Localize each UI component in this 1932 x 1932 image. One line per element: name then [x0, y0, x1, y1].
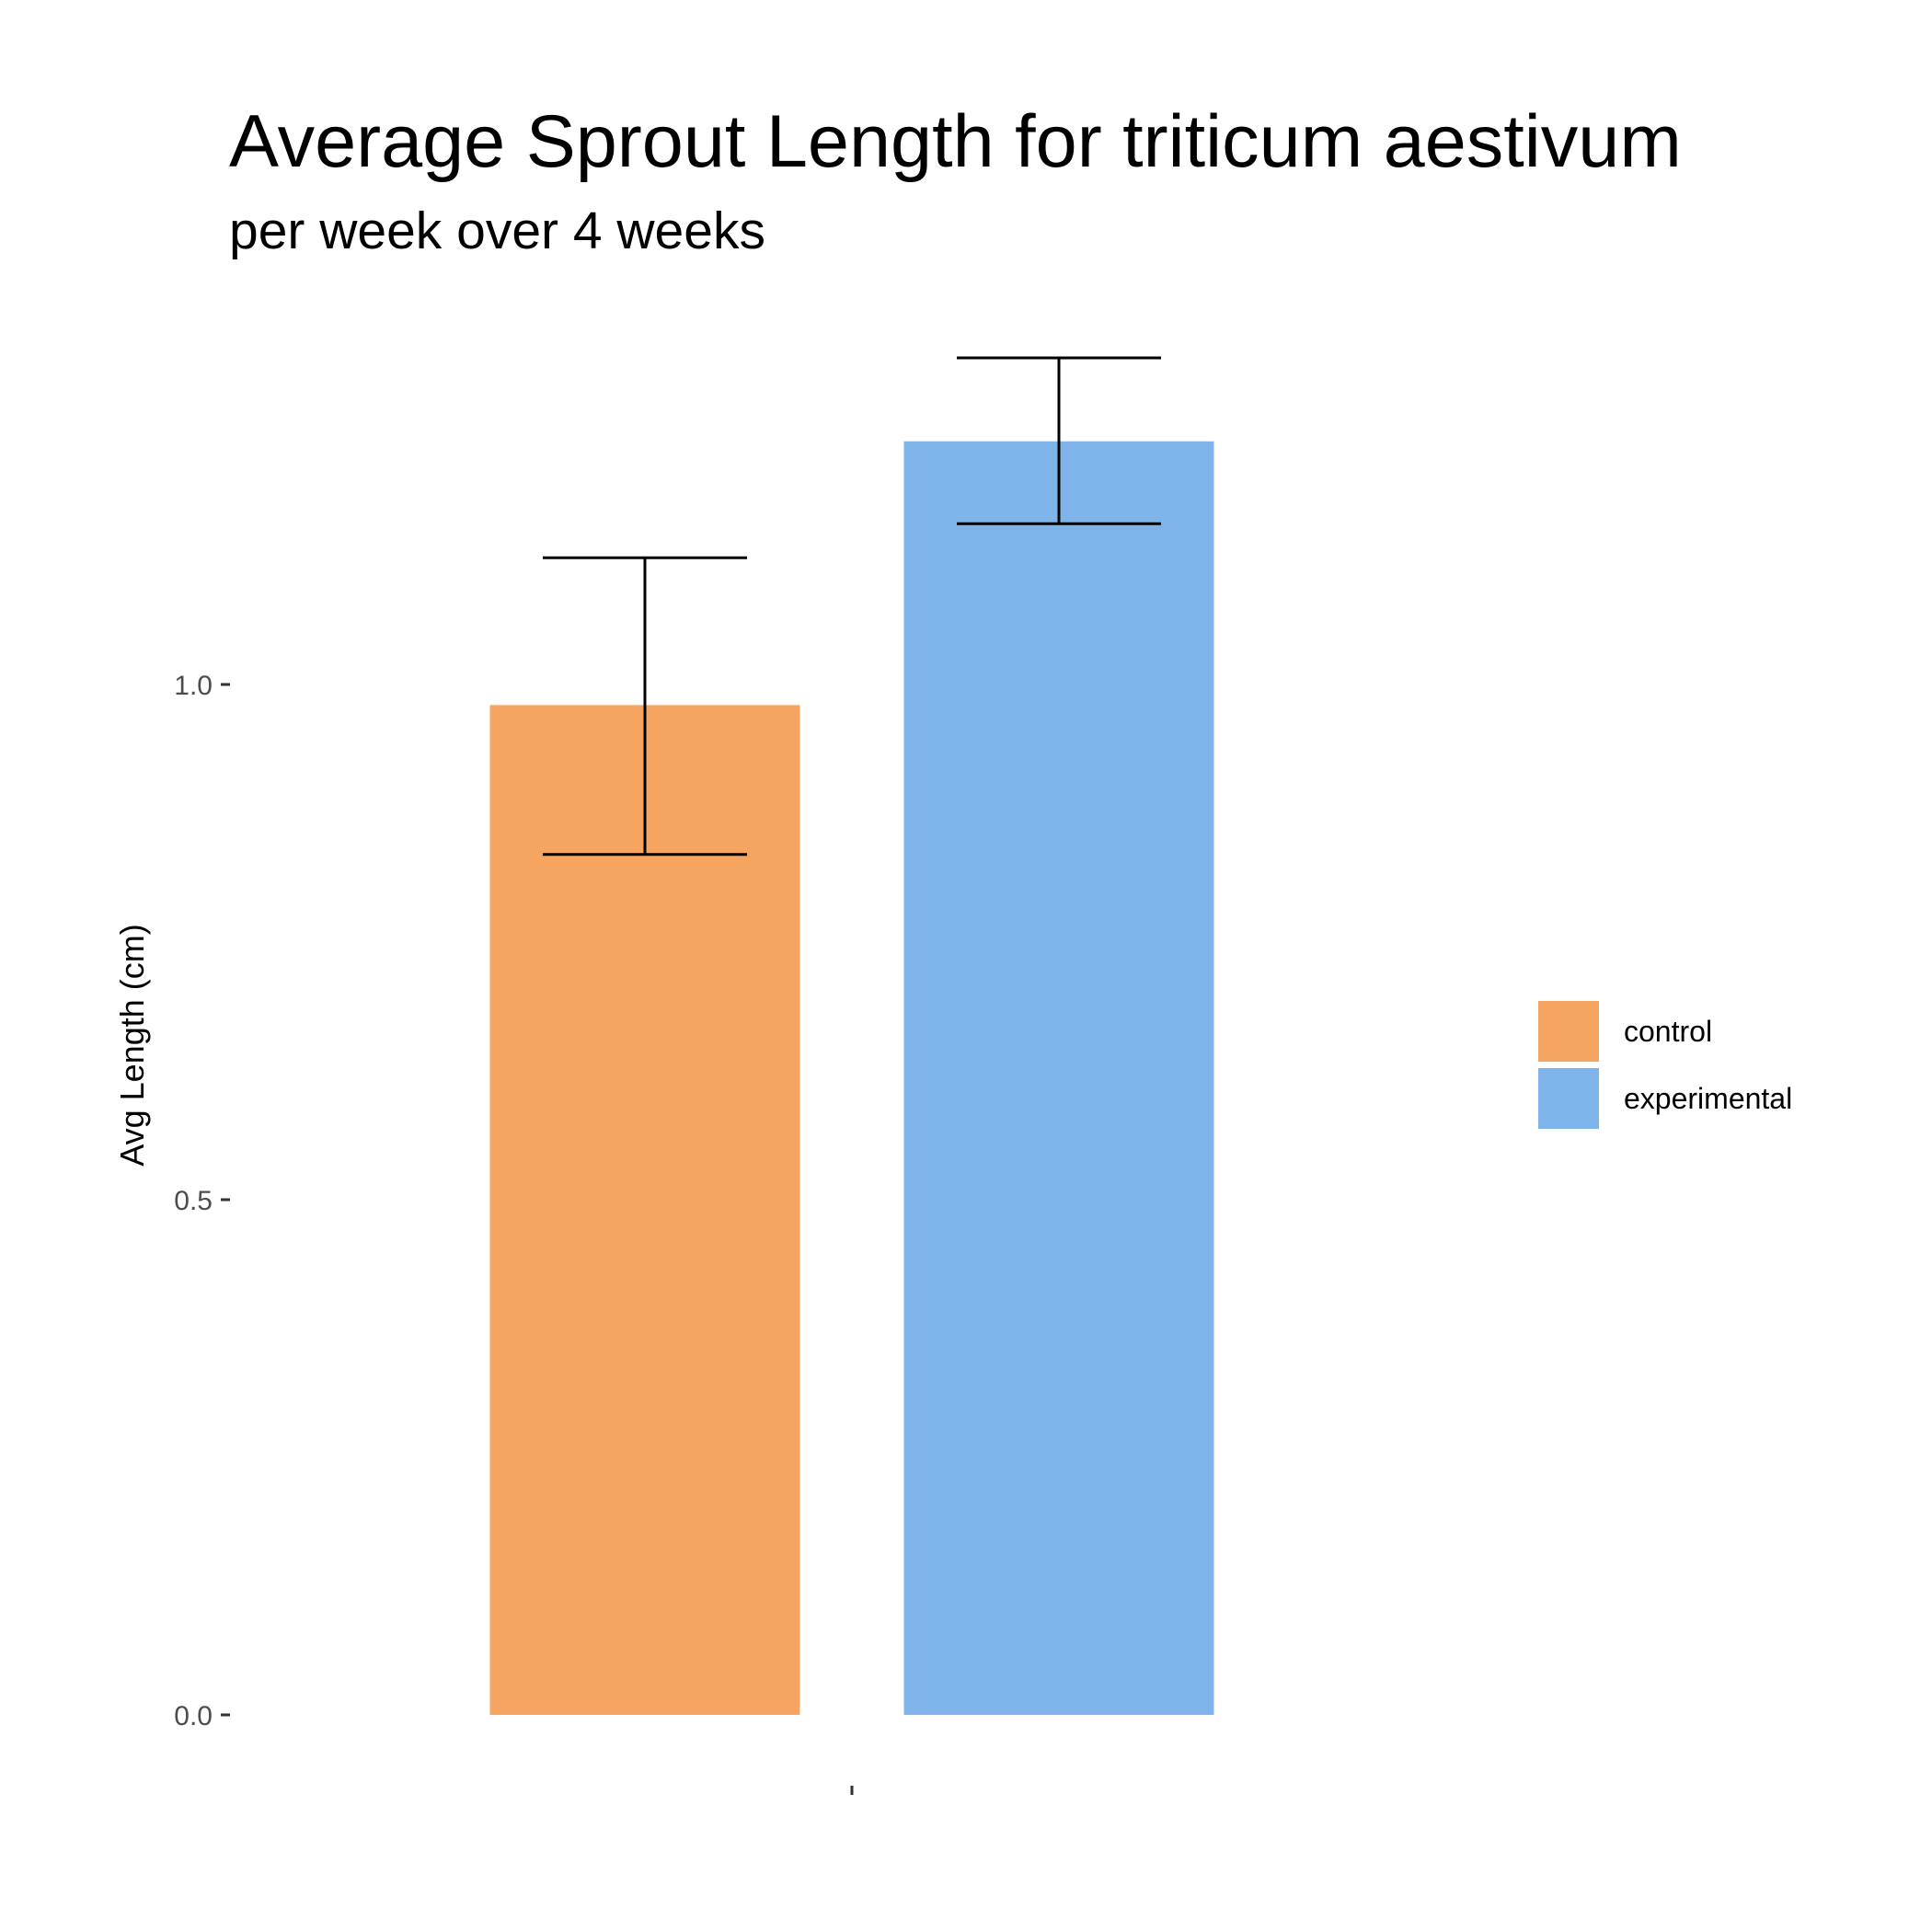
chart-title: Average Sprout Length for triticum aesti…	[229, 100, 1682, 183]
y-axis-title: Avg Length (cm)	[113, 924, 151, 1166]
legend-label-control: control	[1624, 1015, 1712, 1048]
error-bars-group	[543, 356, 1161, 857]
legend-key-experimental	[1538, 1068, 1599, 1129]
y-tick-label: 0.5	[174, 1186, 213, 1216]
legend: control experimental	[1538, 1001, 1792, 1129]
bar-experimental	[903, 441, 1214, 1716]
y-axis: 0.0 0.5 1.0	[174, 671, 230, 1731]
chart-subtitle: per week over 4 weeks	[229, 201, 765, 260]
y-tick-label: 1.0	[174, 671, 213, 701]
bars-group	[489, 441, 1214, 1716]
bar-control	[489, 705, 800, 1715]
y-tick-label: 0.0	[174, 1701, 213, 1731]
legend-label-experimental: experimental	[1624, 1082, 1792, 1115]
legend-key-control	[1538, 1001, 1599, 1062]
